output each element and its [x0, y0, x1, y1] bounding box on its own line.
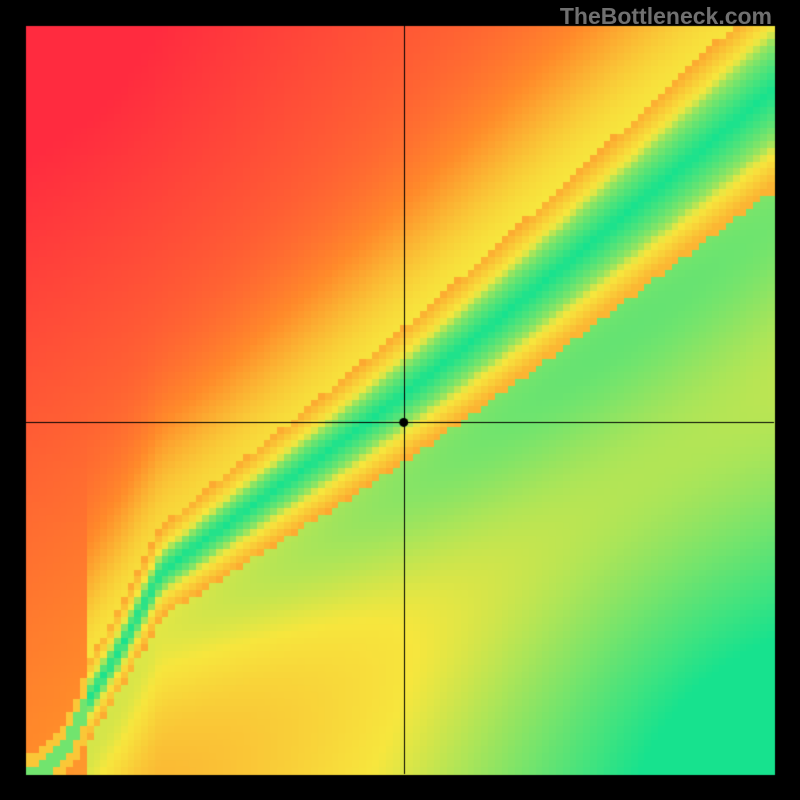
watermark-text: TheBottleneck.com [560, 3, 772, 30]
bottleneck-heatmap [0, 0, 800, 800]
chart-container: TheBottleneck.com [0, 0, 800, 800]
